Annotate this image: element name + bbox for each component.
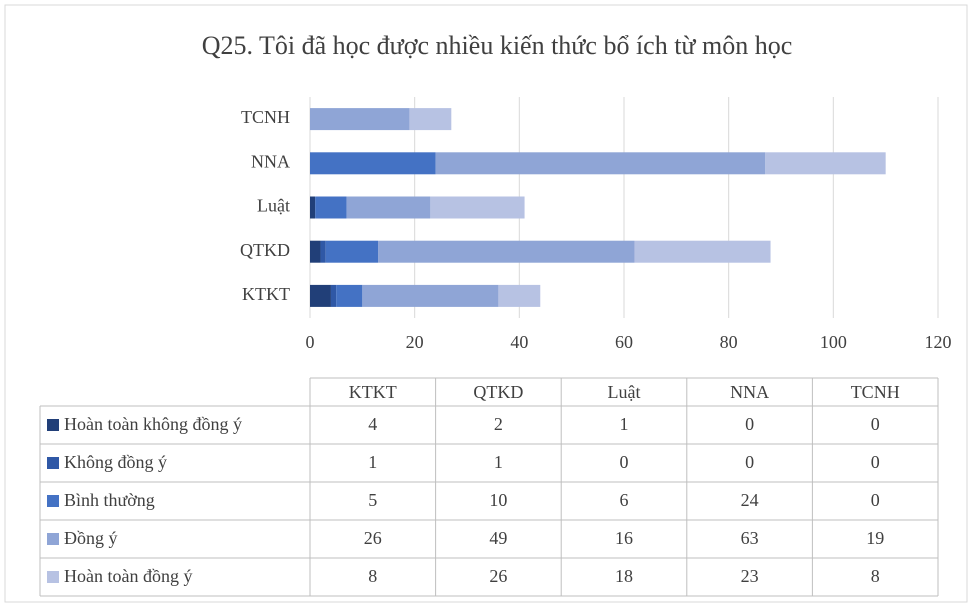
table-cell: 24	[741, 490, 759, 510]
bar-segment	[634, 240, 771, 263]
table-header: NNA	[730, 382, 769, 402]
table-header: TCNH	[851, 382, 900, 402]
table-header: Luật	[608, 382, 641, 402]
table-cell: 1	[494, 452, 503, 472]
table-header: KTKT	[349, 382, 397, 402]
table-cell: 4	[368, 414, 377, 434]
y-tick-label: QTKD	[240, 240, 290, 260]
bar-segment	[310, 284, 331, 307]
legend-label: Không đồng ý	[64, 452, 167, 472]
x-tick-label: 80	[720, 332, 738, 352]
bar-segment	[765, 152, 886, 175]
bar-segment	[362, 284, 499, 307]
legend-key	[47, 495, 59, 507]
legend-key	[47, 457, 59, 469]
table-header: QTKD	[473, 382, 523, 402]
table-cell: 0	[871, 452, 880, 472]
bar-segment	[320, 240, 326, 263]
bar-segment	[346, 196, 431, 219]
table-cell: 5	[368, 490, 377, 510]
y-tick-label: NNA	[251, 151, 290, 171]
legend-key	[47, 571, 59, 583]
table-cell: 0	[871, 490, 880, 510]
table-cell: 8	[871, 566, 880, 586]
x-tick-label: 120	[925, 332, 952, 352]
table-cell: 0	[871, 414, 880, 434]
bar-segment	[310, 240, 321, 263]
bar-segment	[330, 284, 337, 307]
y-tick-label: TCNH	[241, 107, 290, 127]
bar-segment	[325, 240, 379, 263]
table-cell: 18	[615, 566, 633, 586]
table-cell: 26	[364, 528, 382, 548]
bar-segment	[315, 196, 347, 219]
table-cell: 26	[489, 566, 507, 586]
bar-segment	[310, 108, 410, 131]
x-tick-label: 100	[820, 332, 847, 352]
table-cell: 6	[620, 490, 629, 510]
x-tick-label: 0	[306, 332, 315, 352]
bar-segment	[378, 240, 635, 263]
table-cell: 19	[866, 528, 884, 548]
chart-title: Q25. Tôi đã học được nhiều kiến thức bổ …	[202, 31, 793, 60]
table-cell: 10	[489, 490, 507, 510]
table-cell: 0	[745, 452, 754, 472]
bar-segment	[498, 284, 541, 307]
bar-segment	[435, 152, 766, 175]
y-tick-label: Luật	[257, 196, 290, 216]
x-tick-label: 20	[406, 332, 424, 352]
bar-segment	[336, 284, 363, 307]
bar-segment	[310, 152, 436, 175]
table-cell: 49	[489, 528, 507, 548]
bar-segment	[430, 196, 525, 219]
y-tick-label: KTKT	[242, 284, 290, 304]
table-cell: 1	[620, 414, 629, 434]
legend-label: Hoàn toàn đồng ý	[64, 566, 192, 586]
bar-segment	[409, 108, 452, 131]
table-cell: 63	[741, 528, 759, 548]
table-cell: 0	[620, 452, 629, 472]
table-cell: 0	[745, 414, 754, 434]
table-cell: 1	[368, 452, 377, 472]
legend-label: Hoàn toàn không đồng ý	[64, 414, 242, 434]
table-cell: 8	[368, 566, 377, 586]
table-cell: 23	[741, 566, 759, 586]
table-cell: 2	[494, 414, 503, 434]
bar-segment	[310, 196, 316, 219]
legend-label: Đồng ý	[64, 528, 118, 548]
legend-key	[47, 419, 59, 431]
legend-key	[47, 533, 59, 545]
x-tick-label: 40	[510, 332, 528, 352]
table-cell: 16	[615, 528, 633, 548]
x-tick-label: 60	[615, 332, 633, 352]
legend-label: Bình thường	[64, 490, 155, 510]
